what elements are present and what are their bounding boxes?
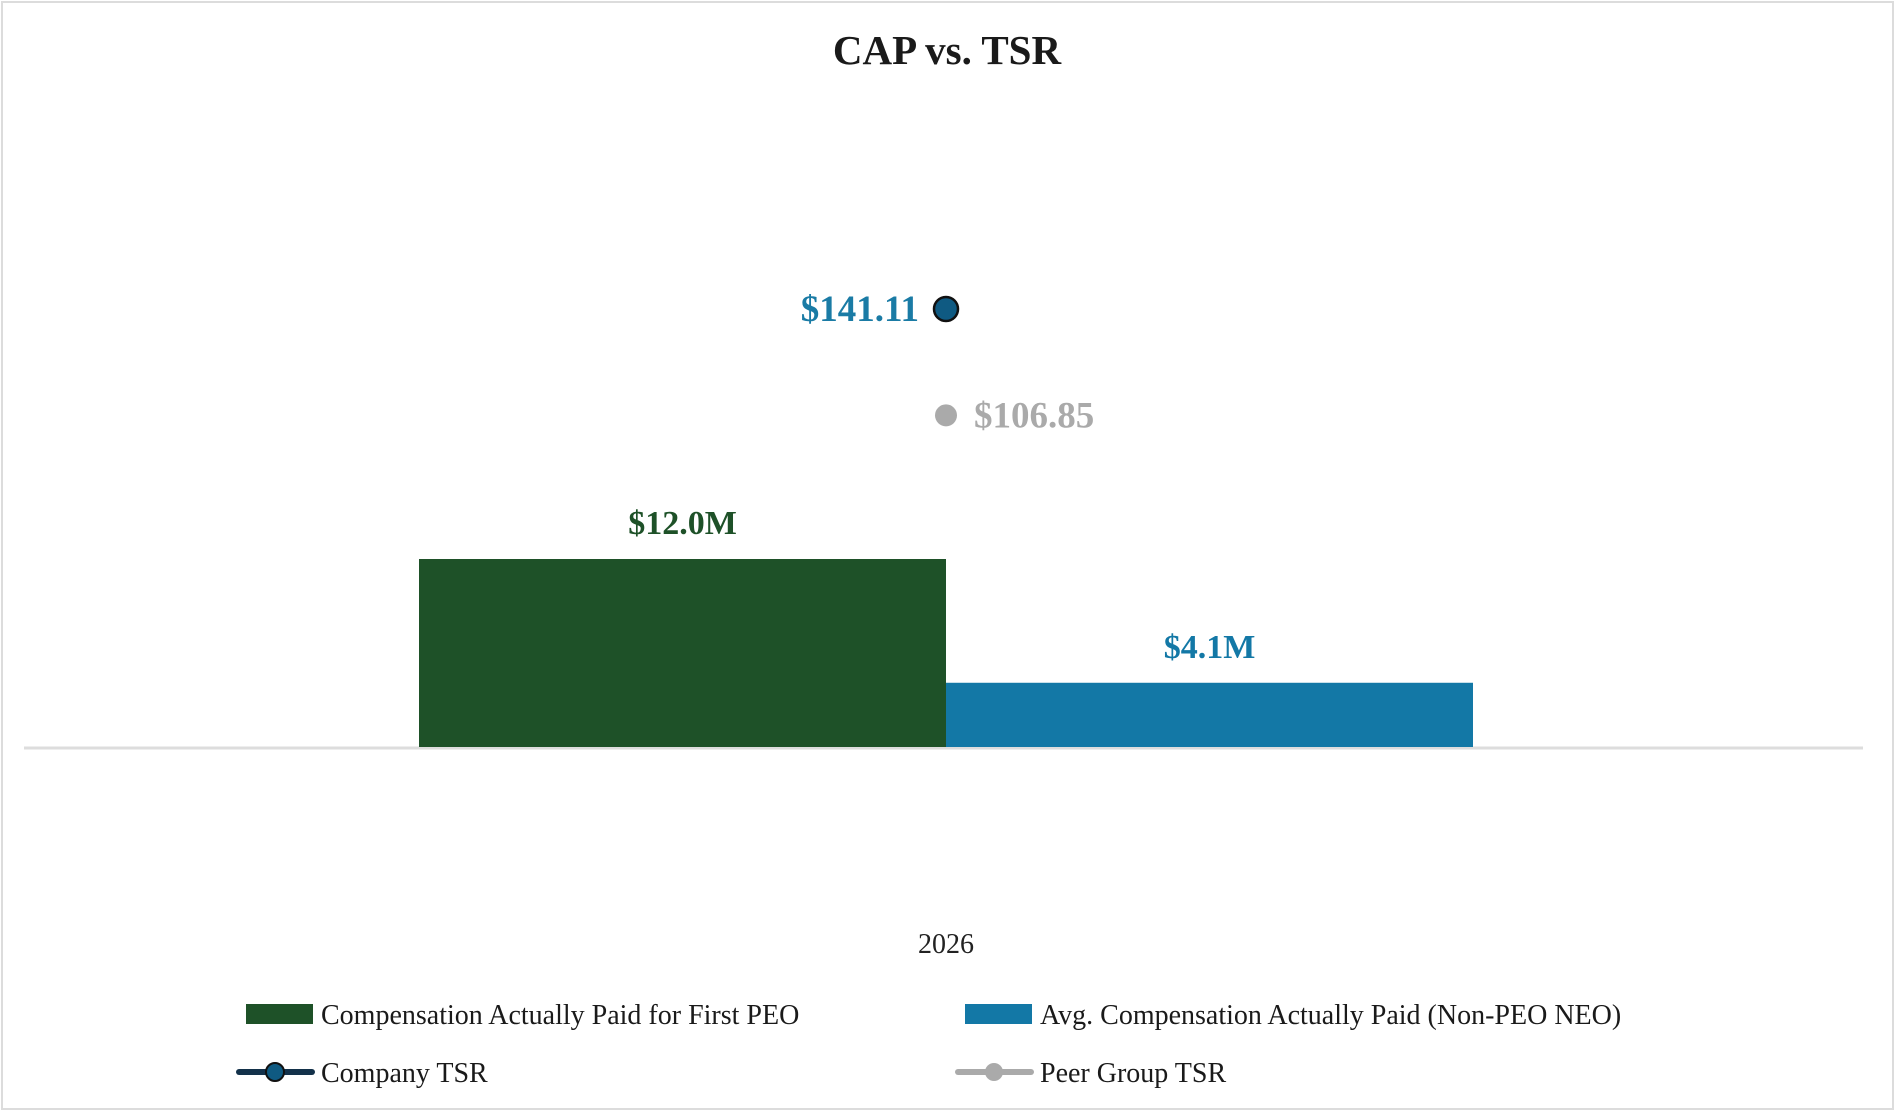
chart-svg: CAP vs. TSR $12.0M $4.1M $141.11 $106.85 202… <box>24 27 1863 1089</box>
bar-data-label-first-peo: $12.0M <box>628 505 737 542</box>
point-company-tsr <box>932 295 960 323</box>
bar-non-peo-neo <box>946 682 1473 747</box>
chart-title: CAP vs. TSR <box>833 27 1062 73</box>
legend-swatch-first-peo <box>246 1004 313 1024</box>
point-label-company-tsr: $141.11 <box>801 289 919 330</box>
point-label-peer-group-tsr: $106.85 <box>974 395 1094 436</box>
legend-label-first-peo: Compensation Actually Paid for First PEO <box>321 1000 799 1031</box>
bar-first-peo <box>419 559 946 747</box>
legend-marker-peer-group-tsr <box>985 1063 1003 1081</box>
plot-area: $12.0M $4.1M $141.11 $106.85 2026 <box>24 289 1863 960</box>
bar-data-label-non-peo-neo: $4.1M <box>1164 629 1256 666</box>
legend-marker-company-tsr <box>265 1062 285 1082</box>
legend-label-non-peo-neo: Avg. Compensation Actually Paid (Non-PEO… <box>1040 1000 1621 1031</box>
legend-label-peer-group-tsr: Peer Group TSR <box>1040 1058 1226 1089</box>
legend-swatch-non-peo-neo <box>965 1004 1032 1024</box>
point-peer-group-tsr <box>935 404 957 427</box>
legend-label-company-tsr: Company TSR <box>321 1058 488 1089</box>
x-tick-label: 2026 <box>918 929 974 960</box>
legend: Compensation Actually Paid for First PEO… <box>236 1000 1621 1089</box>
